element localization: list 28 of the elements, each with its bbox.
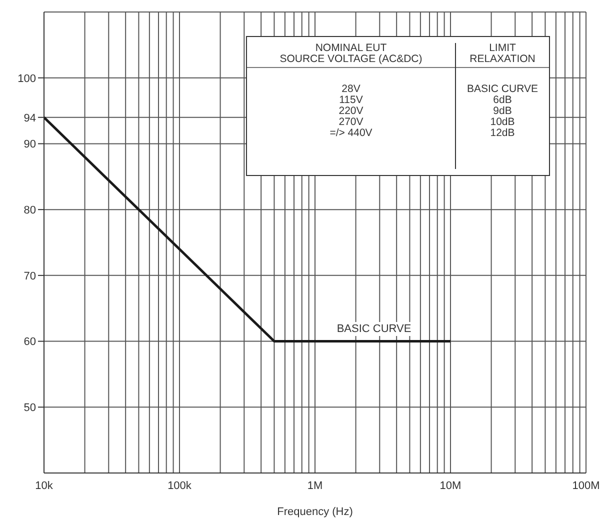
- x-tick-label: 100k: [168, 480, 192, 492]
- annotation: 270V: [338, 116, 364, 128]
- y-tick-label: 80: [24, 204, 36, 216]
- annotation: 220V: [338, 105, 364, 117]
- annotation: RELAXATION: [470, 53, 536, 65]
- annotation: =/> 440V: [328, 127, 374, 139]
- y-tick-label: 50: [24, 402, 36, 414]
- annotation: 10dB: [489, 116, 516, 128]
- annotation: 115V: [338, 94, 364, 106]
- x-tick-label: 1M: [307, 480, 323, 492]
- annotation: NOMINAL EUT: [315, 42, 387, 54]
- annotation: BASIC CURVE: [334, 322, 414, 336]
- y-tick-label: 60: [24, 336, 36, 348]
- annotation: BASIC CURVE: [466, 83, 539, 95]
- y-tick-label: 70: [24, 270, 36, 282]
- annotation: 12dB: [489, 127, 516, 139]
- annotation: SOURCE VOLTAGE (AC&DC): [280, 53, 422, 65]
- x-tick-label: 10k: [35, 480, 54, 492]
- annotation: 28V: [340, 83, 362, 95]
- annotation: 9dB: [492, 105, 513, 117]
- y-tick-label: 90: [24, 138, 36, 151]
- annotation: 6dB: [492, 94, 513, 106]
- x-axis-title: Frequency (Hz): [277, 506, 353, 518]
- y-tick-label: 94: [24, 112, 36, 124]
- x-tick-label: 10M: [440, 480, 462, 492]
- x-tick-label: 100M: [572, 480, 600, 492]
- y-tick-label: 100: [18, 72, 36, 85]
- annotation: LIMIT: [489, 42, 516, 54]
